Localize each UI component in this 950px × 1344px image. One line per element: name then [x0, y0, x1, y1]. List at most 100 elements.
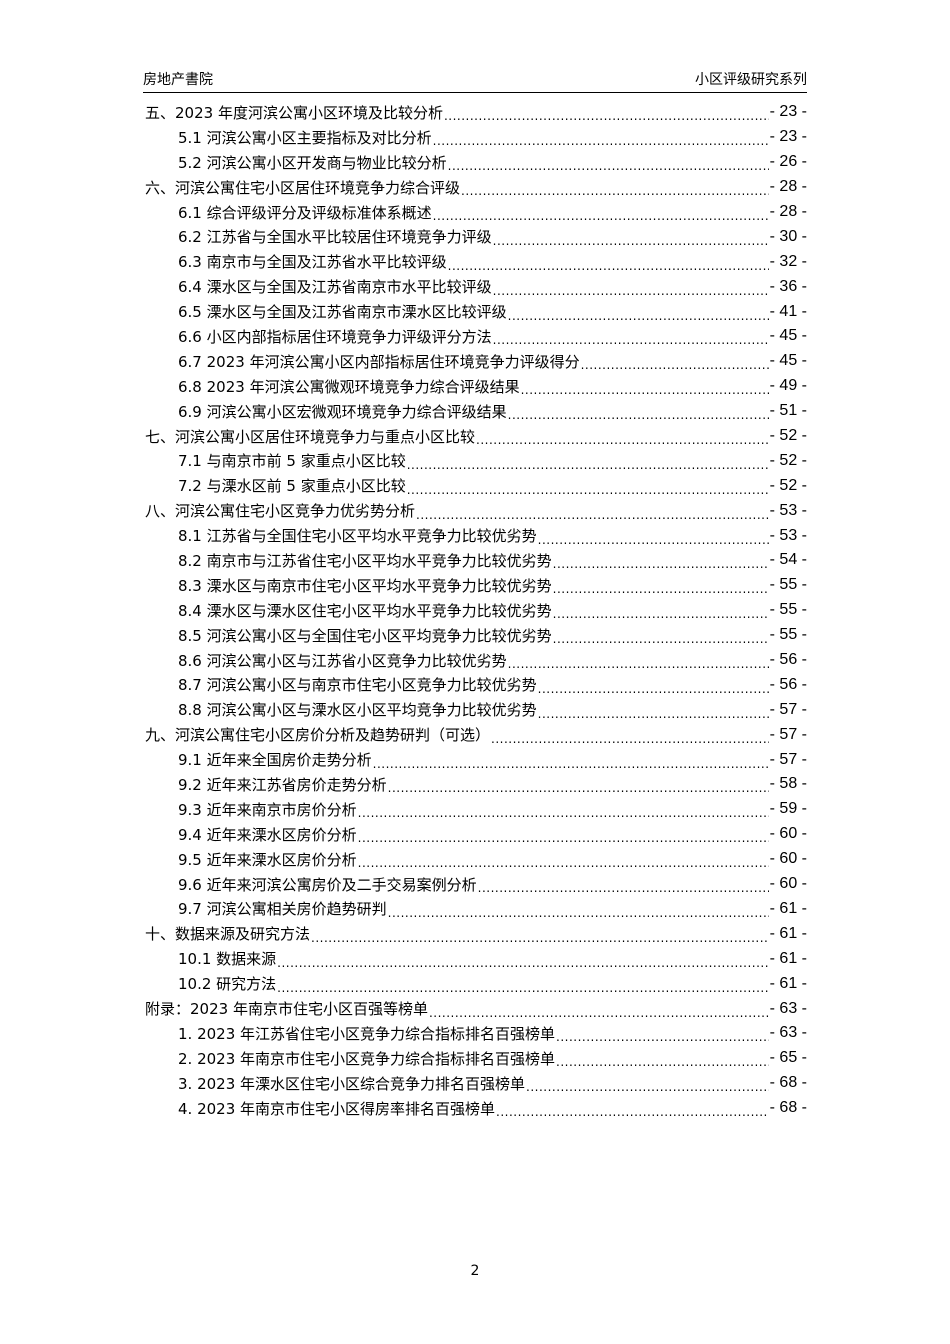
- toc-entry-title: 8.7 河滨公寓小区与南京市住宅小区竞争力比较优劣势: [178, 676, 537, 695]
- toc-entry-page: - 54 -: [769, 551, 807, 569]
- dot-leader: [538, 530, 769, 548]
- toc-entry[interactable]: 8.7 河滨公寓小区与南京市住宅小区竞争力比较优劣势 - 56 -: [145, 672, 807, 697]
- dot-leader: [556, 1027, 769, 1045]
- dot-leader: [538, 679, 769, 697]
- toc-entry-page: - 30 -: [769, 227, 807, 245]
- toc-entry[interactable]: 5.1 河滨公寓小区主要指标及对比分析 - 23 -: [145, 125, 807, 150]
- toc-entry[interactable]: 八、河滨公寓住宅小区竞争力优劣势分析 - 53 -: [145, 498, 807, 523]
- dot-leader: [556, 1052, 769, 1070]
- dot-leader: [493, 281, 769, 299]
- toc-entry[interactable]: 8.6 河滨公寓小区与江苏省小区竞争力比较优劣势 - 56 -: [145, 648, 807, 673]
- toc-entry-title: 6.2 江苏省与全国水平比较居住环境竞争力评级: [178, 228, 492, 247]
- table-of-contents: 五、2023 年度河滨公寓小区环境及比较分析- 23 -5.1 河滨公寓小区主要…: [145, 100, 807, 1121]
- dot-leader: [416, 505, 769, 523]
- dot-leader: [407, 480, 769, 498]
- toc-entry[interactable]: 1. 2023 年江苏省住宅小区竞争力综合指标排名百强榜单 - 63 -: [145, 1021, 807, 1046]
- dot-leader: [581, 355, 769, 373]
- toc-entry-title: 10.1 数据来源: [178, 950, 277, 969]
- toc-entry-page: - 53 -: [769, 501, 807, 519]
- dot-leader: [508, 654, 769, 672]
- toc-entry[interactable]: 9.1 近年来全国房价走势分析 - 57 -: [145, 747, 807, 772]
- toc-entry-title: 十、数据来源及研究方法: [145, 925, 311, 944]
- toc-entry-title: 9.7 河滨公寓相关房价趋势研判: [178, 900, 387, 919]
- toc-entry[interactable]: 6.1 综合评级评分及评级标准体系概述 - 28 -: [145, 200, 807, 225]
- toc-entry-page: - 55 -: [769, 626, 807, 644]
- toc-entry-page: - 61 -: [769, 899, 807, 917]
- toc-entry[interactable]: 10.1 数据来源 - 61 -: [145, 946, 807, 971]
- toc-entry[interactable]: 九、河滨公寓住宅小区房价分析及趋势研判（可选） - 57 -: [145, 722, 807, 747]
- toc-entry-title: 八、河滨公寓住宅小区竞争力优劣势分析: [145, 502, 416, 521]
- toc-entry[interactable]: 五、2023 年度河滨公寓小区环境及比较分析 - 23 -: [145, 100, 807, 125]
- toc-entry[interactable]: 8.8 河滨公寓小区与溧水区小区平均竞争力比较优劣势 - 57 -: [145, 697, 807, 722]
- toc-entry-page: - 52 -: [769, 451, 807, 469]
- toc-entry[interactable]: 附录：2023 年南京市住宅小区百强等榜单 - 63 -: [145, 996, 807, 1021]
- toc-entry[interactable]: 六、河滨公寓住宅小区居住环境竞争力综合评级 - 28 -: [145, 175, 807, 200]
- toc-entry[interactable]: 9.4 近年来溧水区房价分析 - 60 -: [145, 822, 807, 847]
- toc-entry-title: 6.3 南京市与全国及江苏省水平比较评级: [178, 253, 447, 272]
- toc-entry-page: - 28 -: [769, 203, 807, 220]
- toc-entry[interactable]: 3. 2023 年溧水区住宅小区综合竞争力排名百强榜单 - 68 -: [145, 1071, 807, 1096]
- toc-entry-title: 2. 2023 年南京市住宅小区竞争力综合指标排名百强榜单: [178, 1049, 556, 1068]
- toc-entry[interactable]: 2. 2023 年南京市住宅小区竞争力综合指标排名百强榜单 - 65 -: [145, 1046, 807, 1071]
- toc-entry[interactable]: 5.2 河滨公寓小区开发商与物业比较分析 - 26 -: [145, 150, 807, 175]
- toc-entry-title: 9.4 近年来溧水区房价分析: [178, 825, 357, 844]
- dot-leader: [521, 380, 769, 398]
- toc-entry-page: - 26 -: [769, 153, 807, 171]
- toc-entry[interactable]: 6.8 2023 年河滨公寓微观环境竞争力综合评级结果 - 49 -: [145, 374, 807, 399]
- toc-entry-page: - 53 -: [769, 526, 807, 544]
- toc-entry-page: - 51 -: [769, 402, 807, 420]
- toc-entry[interactable]: 4. 2023 年南京市住宅小区得房率排名百强榜单 - 68 -: [145, 1096, 807, 1121]
- toc-entry-page: - 32 -: [769, 252, 807, 270]
- toc-entry-page: - 56 -: [769, 651, 807, 669]
- toc-entry-title: 8.8 河滨公寓小区与溧水区小区平均竞争力比较优劣势: [178, 701, 537, 720]
- toc-entry-title: 9.2 近年来江苏省房价走势分析: [178, 775, 387, 794]
- toc-entry[interactable]: 7.1 与南京市前 5 家重点小区比较 - 52 -: [145, 448, 807, 473]
- toc-entry[interactable]: 8.5 河滨公寓小区与全国住宅小区平均竞争力比较优劣势 - 55 -: [145, 623, 807, 648]
- toc-entry[interactable]: 8.4 溧水区与溧水区住宅小区平均水平竞争力比较优劣势 - 55 -: [145, 598, 807, 623]
- toc-entry-title: 8.5 河滨公寓小区与全国住宅小区平均竞争力比较优劣势: [178, 626, 552, 645]
- toc-entry-title: 6.5 溧水区与全国及江苏省南京市溧水区比较评级: [178, 303, 507, 322]
- toc-entry[interactable]: 8.3 溧水区与南京市住宅小区平均水平竞争力比较优劣势 - 55 -: [145, 573, 807, 598]
- toc-entry-page: - 49 -: [769, 377, 807, 395]
- toc-entry[interactable]: 9.6 近年来河滨公寓房价及二手交易案例分析 - 60 -: [145, 872, 807, 897]
- toc-entry[interactable]: 6.5 溧水区与全国及江苏省南京市溧水区比较评级 - 41 -: [145, 299, 807, 324]
- dot-leader: [358, 828, 769, 846]
- dot-leader: [311, 928, 769, 946]
- toc-entry-page: - 59 -: [769, 800, 807, 818]
- dot-leader: [553, 554, 769, 572]
- toc-entry[interactable]: 6.6 小区内部指标居住环境竞争力评级评分方法 - 45 -: [145, 324, 807, 349]
- dot-leader: [491, 729, 769, 747]
- toc-entry-page: - 65 -: [769, 1049, 807, 1067]
- toc-entry-title: 9.3 近年来南京市房价分析: [178, 800, 357, 819]
- toc-entry[interactable]: 6.4 溧水区与全国及江苏省南京市水平比较评级 - 36 -: [145, 274, 807, 299]
- dot-leader: [388, 903, 769, 921]
- dot-leader: [496, 1102, 769, 1120]
- toc-entry[interactable]: 9.5 近年来溧水区房价分析 - 60 -: [145, 847, 807, 872]
- toc-entry-title: 6.7 2023 年河滨公寓小区内部指标居住环境竞争力评级得分: [178, 352, 580, 371]
- dot-leader: [388, 778, 769, 796]
- toc-entry[interactable]: 9.2 近年来江苏省房价走势分析 - 58 -: [145, 772, 807, 797]
- dot-leader: [508, 405, 769, 423]
- toc-entry-title: 6.9 河滨公寓小区宏微观环境竞争力综合评级结果: [178, 402, 507, 421]
- toc-entry[interactable]: 9.7 河滨公寓相关房价趋势研判 - 61 -: [145, 897, 807, 922]
- toc-entry[interactable]: 9.3 近年来南京市房价分析 - 59 -: [145, 797, 807, 822]
- toc-entry-page: - 55 -: [769, 601, 807, 619]
- toc-entry[interactable]: 6.2 江苏省与全国水平比较居住环境竞争力评级 - 30 -: [145, 224, 807, 249]
- dot-leader: [538, 704, 769, 722]
- toc-entry[interactable]: 七、河滨公寓小区居住环境竞争力与重点小区比较 - 52 -: [145, 424, 807, 449]
- toc-entry-page: - 28 -: [769, 178, 807, 196]
- toc-entry-page: - 57 -: [769, 750, 807, 768]
- dot-leader: [407, 455, 769, 473]
- toc-entry-page: - 23 -: [769, 103, 807, 121]
- toc-entry[interactable]: 6.7 2023 年河滨公寓小区内部指标居住环境竞争力评级得分 - 45 -: [145, 349, 807, 374]
- toc-entry[interactable]: 7.2 与溧水区前 5 家重点小区比较 - 52 -: [145, 473, 807, 498]
- toc-entry[interactable]: 8.1 江苏省与全国住宅小区平均水平竞争力比较优劣势 - 53 -: [145, 523, 807, 548]
- toc-entry[interactable]: 8.2 南京市与江苏省住宅小区平均水平竞争力比较优劣势 - 54 -: [145, 548, 807, 573]
- toc-entry[interactable]: 6.3 南京市与全国及江苏省水平比较评级 - 32 -: [145, 249, 807, 274]
- dot-leader: [429, 1003, 769, 1021]
- toc-entry[interactable]: 10.2 研究方法 - 61 -: [145, 971, 807, 996]
- dot-leader: [444, 106, 769, 124]
- dot-leader: [448, 156, 769, 174]
- toc-entry[interactable]: 6.9 河滨公寓小区宏微观环境竞争力综合评级结果 - 51 -: [145, 399, 807, 424]
- toc-entry[interactable]: 十、数据来源及研究方法 - 61 -: [145, 921, 807, 946]
